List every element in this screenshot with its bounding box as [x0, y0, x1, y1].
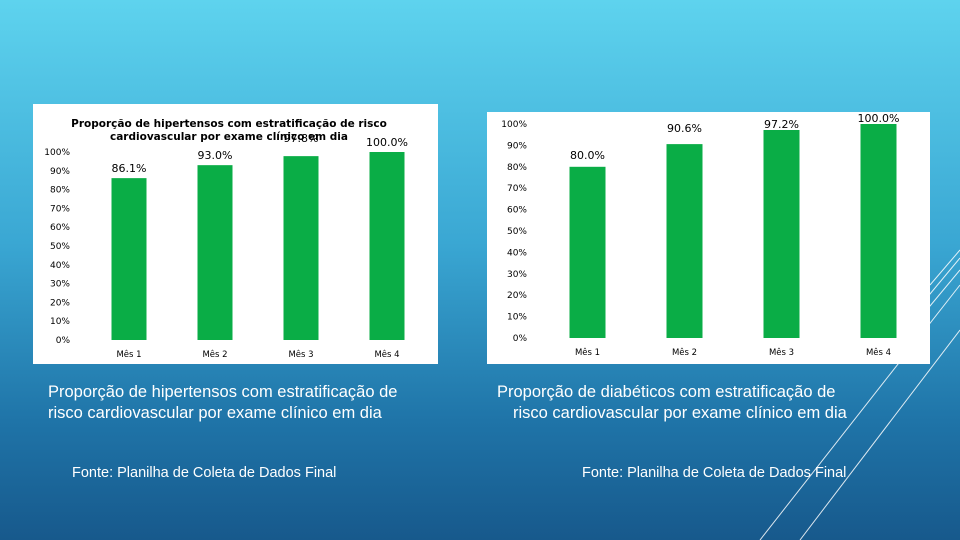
hypertension-bar — [283, 156, 319, 340]
hypertension-category-label: Mês 4 — [374, 349, 399, 360]
hypertension-category-label: Mês 1 — [116, 349, 141, 360]
hypertension-bar — [111, 178, 147, 340]
hypertension-title: Proporção de hipertensos com estratifica… — [71, 118, 387, 130]
diabetes-caption: Proporção de diabéticos com estratificaç… — [497, 382, 897, 424]
hypertension-data-label: 93.0% — [198, 149, 233, 162]
hypertension-caption: Proporção de hipertensos com estratifica… — [48, 383, 398, 422]
diabetes-ytick-label: 70% — [507, 184, 527, 194]
diabetes-bar — [763, 129, 800, 338]
hypertension-data-label: 100.0% — [366, 136, 408, 149]
diabetes-data-label: 80.0% — [570, 149, 605, 162]
hypertension-ytick-label: 100% — [44, 148, 70, 158]
diabetes-ytick-label: 60% — [507, 206, 527, 216]
diabetes-category-label: Mês 3 — [769, 347, 794, 358]
diabetes-data-label: 90.6% — [667, 122, 702, 135]
hypertension-bar — [197, 165, 233, 340]
hypertension-chart: 0% 10% 20% 30% 40% 50% 60% 70% 80% 90% 100% 86.1% Mê… — [44, 118, 408, 360]
diabetes-ytick-label: 10% — [507, 313, 527, 323]
hypertension-ytick-label: 0% — [56, 336, 71, 346]
diabetes-bar — [666, 144, 703, 338]
diabetes-caption-line-1: Proporção de diabéticos com estratificaç… — [497, 383, 836, 401]
hypertension-category-label: Mês 2 — [202, 349, 227, 360]
hypertension-title: cardiovascular por exame clínico em dia — [110, 131, 348, 143]
hypertension-category-label: Mês 3 — [288, 349, 313, 360]
diabetes-caption-line-2: risco cardiovascular por exame clínico e… — [513, 404, 847, 422]
diabetes-bar — [569, 166, 606, 338]
hypertension-source: Fonte: Planilha de Coleta de Dados Final — [72, 465, 337, 481]
hypertension-ytick-label: 90% — [50, 167, 70, 177]
hypertension-ytick-label: 20% — [50, 298, 70, 308]
diabetes-bar — [860, 124, 897, 338]
hypertension-data-label: 97.8% — [284, 132, 319, 145]
diabetes-category-label: Mês 1 — [575, 347, 600, 358]
hypertension-ytick-label: 50% — [50, 242, 70, 252]
diabetes-chart: 0% 10% 20% 30% 40% 50% 60% 70% 80% 90% 100% 80.0% Mê… — [501, 112, 900, 358]
hypertension-bar — [369, 152, 405, 340]
hypertension-ytick-label: 40% — [50, 261, 70, 271]
diabetes-category-label: Mês 4 — [866, 347, 891, 358]
hypertension-ytick-label: 10% — [50, 317, 70, 327]
diabetes-ytick-label: 40% — [507, 248, 527, 258]
hypertension-ytick-label: 70% — [50, 204, 70, 214]
diabetes-source: Fonte: Planilha de Coleta de Dados Final — [582, 465, 847, 481]
diabetes-data-label: 100.0% — [858, 112, 900, 125]
diabetes-ytick-label: 50% — [507, 227, 527, 237]
diabetes-ytick-label: 20% — [507, 291, 527, 301]
hypertension-ytick-label: 30% — [50, 280, 70, 290]
diabetes-chart-panel: 0% 10% 20% 30% 40% 50% 60% 70% 80% 90% 100% 80.0% Mê… — [487, 112, 930, 364]
hypertension-data-label: 86.1% — [112, 162, 147, 175]
hypertension-ytick-label: 80% — [50, 186, 70, 196]
diabetes-data-label: 97.2% — [764, 118, 799, 131]
diabetes-ytick-label: 80% — [507, 163, 527, 173]
diabetes-ytick-label: 0% — [513, 334, 528, 344]
diabetes-ytick-label: 90% — [507, 141, 527, 151]
hypertension-chart-panel: 0% 10% 20% 30% 40% 50% 60% 70% 80% 90% 100% 86.1% Mê… — [33, 104, 438, 364]
diabetes-category-label: Mês 2 — [672, 347, 697, 358]
diabetes-ytick-label: 30% — [507, 270, 527, 280]
diabetes-ytick-label: 100% — [501, 120, 527, 130]
hypertension-ytick-label: 60% — [50, 223, 70, 233]
